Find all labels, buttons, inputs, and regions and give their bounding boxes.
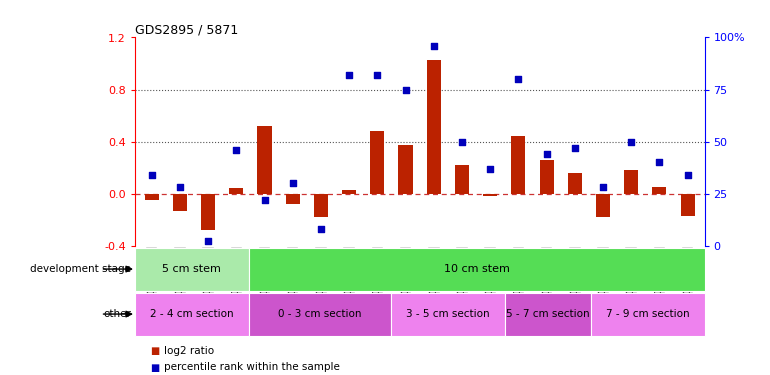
Bar (342, 190, 357, 194)
Point (230, 147, 243, 153)
Bar (172, 194, 187, 210)
Text: ■: ■ (150, 363, 159, 372)
Text: 5 cm stem: 5 cm stem (162, 264, 221, 274)
Point (259, 197, 271, 203)
Bar (511, 136, 525, 194)
Point (597, 184, 609, 190)
Text: 2 - 4 cm section: 2 - 4 cm section (150, 309, 233, 319)
Text: 10 cm stem: 10 cm stem (444, 264, 510, 274)
Text: development stage: development stage (30, 264, 131, 274)
Bar (427, 60, 440, 194)
Bar (399, 146, 413, 194)
Point (427, 43, 440, 49)
Bar (596, 194, 610, 217)
Text: 3 - 5 cm section: 3 - 5 cm section (407, 309, 490, 319)
Text: ■: ■ (150, 346, 159, 355)
Text: 7 - 9 cm section: 7 - 9 cm section (606, 309, 689, 319)
Bar (201, 194, 215, 230)
Bar (229, 188, 243, 194)
Point (456, 138, 468, 144)
Bar (314, 194, 328, 217)
Point (568, 145, 581, 151)
Bar (370, 131, 384, 194)
Bar (257, 126, 272, 194)
Bar (505, 292, 591, 336)
Bar (591, 292, 705, 336)
Point (512, 76, 524, 82)
Text: other: other (103, 309, 131, 319)
Bar (624, 170, 638, 194)
Text: log2 ratio: log2 ratio (164, 346, 214, 355)
Point (343, 72, 355, 78)
Point (146, 172, 158, 178)
Bar (145, 194, 159, 200)
Bar (391, 292, 505, 336)
Text: 0 - 3 cm section: 0 - 3 cm section (278, 309, 362, 319)
Point (625, 138, 638, 144)
Text: GDS2895 / 5871: GDS2895 / 5871 (135, 23, 238, 36)
Bar (455, 165, 469, 194)
Bar (483, 194, 497, 196)
Bar (135, 248, 249, 291)
Point (371, 72, 383, 78)
Bar (652, 187, 667, 194)
Point (286, 180, 299, 186)
Text: 5 - 7 cm section: 5 - 7 cm section (506, 309, 590, 319)
Point (202, 238, 214, 244)
Point (484, 166, 497, 172)
Bar (249, 292, 391, 336)
Point (541, 151, 553, 157)
Point (653, 159, 665, 165)
Bar (567, 173, 582, 194)
Point (315, 226, 327, 232)
Point (174, 184, 186, 190)
Point (400, 87, 412, 93)
Bar (540, 160, 554, 194)
Bar (249, 248, 705, 291)
Bar (135, 292, 249, 336)
Point (681, 172, 694, 178)
Text: percentile rank within the sample: percentile rank within the sample (164, 363, 340, 372)
Bar (286, 194, 300, 204)
Bar (681, 194, 695, 216)
